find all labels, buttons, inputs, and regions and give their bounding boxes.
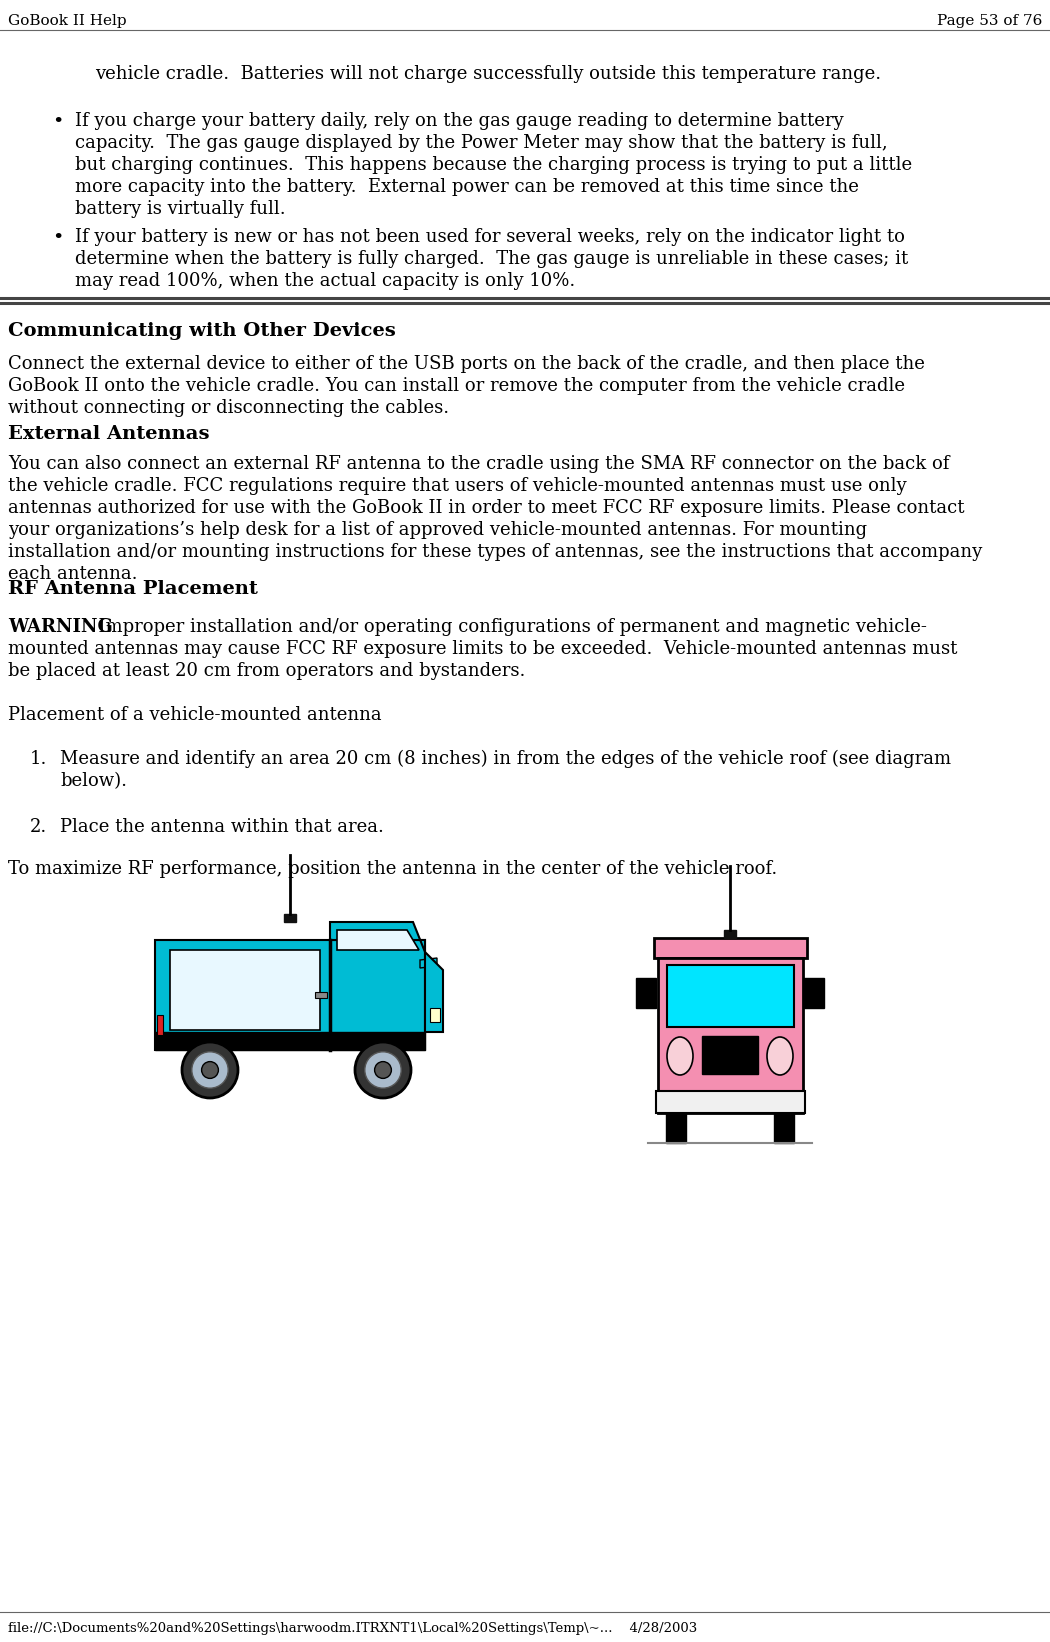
Text: To maximize RF performance, position the antenna in the center of the vehicle ro: To maximize RF performance, position the… [8,860,777,878]
FancyBboxPatch shape [667,965,794,1026]
Text: Communicating with Other Devices: Communicating with Other Devices [8,322,396,340]
Text: vehicle cradle.  Batteries will not charge successfully outside this temperature: vehicle cradle. Batteries will not charg… [94,66,881,84]
Text: Improper installation and/or operating configurations of permanent and magnetic : Improper installation and/or operating c… [87,617,927,635]
Text: each antenna.: each antenna. [8,565,138,583]
FancyBboxPatch shape [702,1036,758,1074]
Text: Connect the external device to either of the USB ports on the back of the cradle: Connect the external device to either of… [8,355,925,373]
FancyBboxPatch shape [666,1113,686,1143]
Text: 1.: 1. [30,750,47,768]
Circle shape [355,1043,411,1098]
Text: without connecting or disconnecting the cables.: without connecting or disconnecting the … [8,399,449,417]
FancyBboxPatch shape [430,1008,440,1021]
Text: RF Antenna Placement: RF Antenna Placement [8,580,258,598]
Text: If you charge your battery daily, rely on the gas gauge reading to determine bat: If you charge your battery daily, rely o… [75,112,843,130]
FancyBboxPatch shape [170,951,320,1030]
Text: be placed at least 20 cm from operators and bystanders.: be placed at least 20 cm from operators … [8,662,525,680]
Ellipse shape [766,1038,793,1076]
Text: but charging continues.  This happens because the charging process is trying to : but charging continues. This happens bec… [75,156,912,174]
Text: You can also connect an external RF antenna to the cradle using the SMA RF conne: You can also connect an external RF ante… [8,455,949,473]
Text: installation and/or mounting instructions for these types of antennas, see the i: installation and/or mounting instruction… [8,544,982,562]
Text: GoBook II Help: GoBook II Help [8,15,127,28]
Text: file://C:\Documents%20and%20Settings\harwoodm.ITRXNT1\Local%20Settings\Temp\~...: file://C:\Documents%20and%20Settings\har… [8,1622,697,1635]
Polygon shape [425,952,443,1033]
Text: determine when the battery is fully charged.  The gas gauge is unreliable in the: determine when the battery is fully char… [75,250,908,268]
Text: Placement of a vehicle-mounted antenna: Placement of a vehicle-mounted antenna [8,706,381,724]
Polygon shape [155,939,425,1049]
Text: If your battery is new or has not been used for several weeks, rely on the indic: If your battery is new or has not been u… [75,228,905,246]
Text: more capacity into the battery.  External power can be removed at this time sinc: more capacity into the battery. External… [75,177,859,195]
Circle shape [364,1053,401,1089]
FancyBboxPatch shape [656,1090,805,1113]
Text: Page 53 of 76: Page 53 of 76 [937,15,1042,28]
Text: Place the antenna within that area.: Place the antenna within that area. [60,818,384,836]
Text: battery is virtually full.: battery is virtually full. [75,200,286,218]
Text: •: • [52,113,63,131]
Text: Measure and identify an area 20 cm (8 inches) in from the edges of the vehicle r: Measure and identify an area 20 cm (8 in… [60,750,951,768]
Polygon shape [337,929,419,951]
Text: mounted antennas may cause FCC RF exposure limits to be exceeded.  Vehicle-mount: mounted antennas may cause FCC RF exposu… [8,640,958,658]
FancyBboxPatch shape [804,979,824,1008]
Text: antennas authorized for use with the GoBook II in order to meet FCC RF exposure : antennas authorized for use with the GoB… [8,499,965,517]
FancyBboxPatch shape [284,915,296,923]
Text: •: • [52,228,63,246]
Text: the vehicle cradle. FCC regulations require that users of vehicle-mounted antenn: the vehicle cradle. FCC regulations requ… [8,476,906,494]
FancyBboxPatch shape [658,957,803,1113]
Text: WARNING: WARNING [8,617,112,635]
FancyBboxPatch shape [636,979,656,1008]
Polygon shape [420,957,437,969]
FancyBboxPatch shape [774,1113,794,1143]
FancyBboxPatch shape [315,992,327,998]
FancyBboxPatch shape [654,938,807,957]
Text: GoBook II onto the vehicle cradle. You can install or remove the computer from t: GoBook II onto the vehicle cradle. You c… [8,378,905,396]
Circle shape [182,1043,238,1098]
Text: 2.: 2. [30,818,47,836]
Text: capacity.  The gas gauge displayed by the Power Meter may show that the battery : capacity. The gas gauge displayed by the… [75,135,887,153]
Circle shape [202,1062,218,1079]
Text: below).: below). [60,772,127,790]
Circle shape [375,1062,392,1079]
Polygon shape [330,923,425,952]
Polygon shape [155,1033,425,1049]
Text: External Antennas: External Antennas [8,425,210,443]
Ellipse shape [667,1038,693,1076]
Text: may read 100%, when the actual capacity is only 10%.: may read 100%, when the actual capacity … [75,273,575,291]
Text: your organizations’s help desk for a list of approved vehicle-mounted antennas. : your organizations’s help desk for a lis… [8,521,867,539]
FancyBboxPatch shape [724,929,736,938]
FancyBboxPatch shape [158,1015,163,1034]
Circle shape [192,1053,228,1089]
